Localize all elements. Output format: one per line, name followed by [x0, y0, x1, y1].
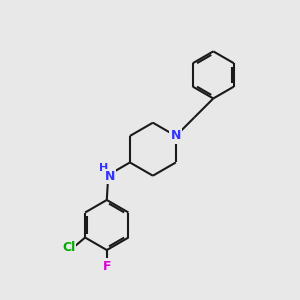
Text: N: N [171, 129, 181, 142]
Text: F: F [103, 260, 111, 273]
Text: H: H [99, 164, 109, 173]
Text: Cl: Cl [62, 241, 75, 254]
Text: N: N [104, 170, 115, 183]
